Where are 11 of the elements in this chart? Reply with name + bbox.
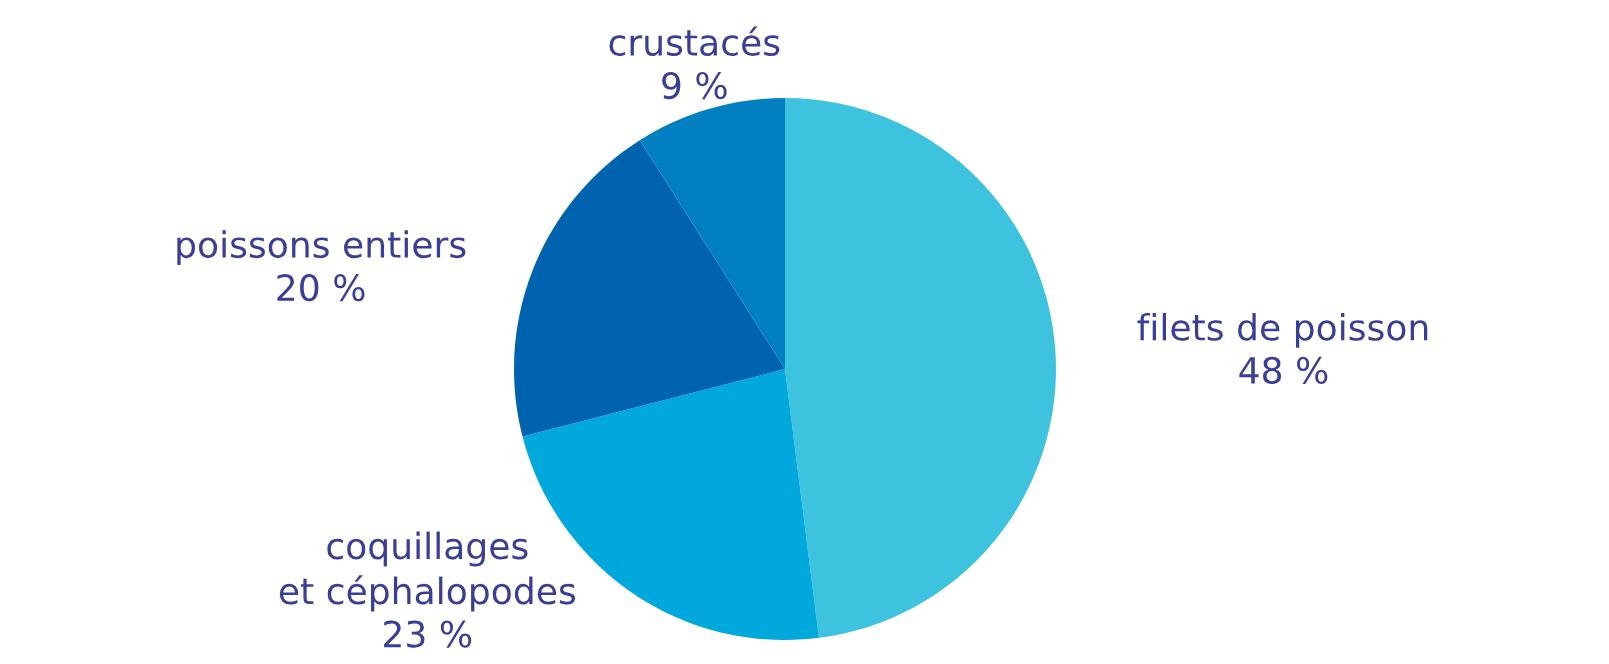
slice-label: filets de poisson: [1137, 312, 1428, 348]
pie-slice: [514, 140, 785, 437]
pie-slice: [785, 98, 1056, 638]
data-label: 9 %: [662, 71, 727, 100]
slice-label: poissons entiers: [177, 230, 466, 266]
slice-label: crustacés: [609, 26, 780, 57]
slice-label: coquillages et céphalopodes: [279, 531, 576, 612]
data-label: 23 %: [384, 620, 472, 648]
data-label: 20 %: [277, 273, 365, 302]
data-label: 48 %: [1239, 356, 1328, 385]
pie-slice: [639, 98, 785, 369]
